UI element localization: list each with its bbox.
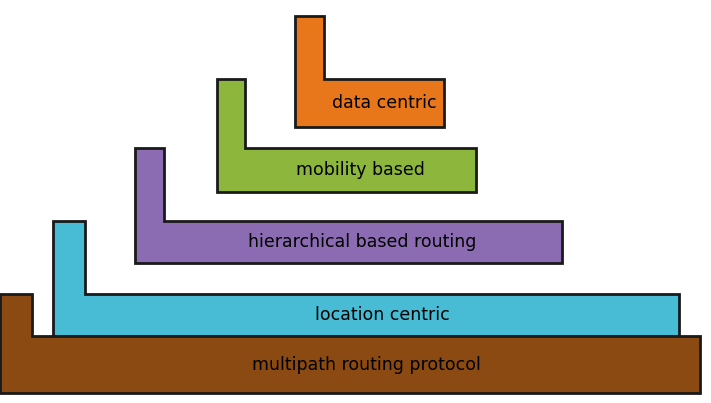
Polygon shape (217, 79, 476, 192)
Text: hierarchical based routing: hierarchical based routing (248, 233, 477, 251)
Polygon shape (295, 16, 444, 127)
Polygon shape (0, 293, 700, 393)
Text: multipath routing protocol: multipath routing protocol (252, 356, 481, 374)
Polygon shape (53, 220, 679, 337)
Text: data centric: data centric (331, 94, 437, 112)
Polygon shape (135, 147, 562, 264)
Text: location centric: location centric (315, 306, 449, 324)
Text: mobility based: mobility based (296, 161, 425, 179)
